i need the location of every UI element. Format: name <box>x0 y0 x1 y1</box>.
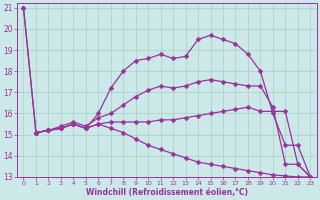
X-axis label: Windchill (Refroidissement éolien,°C): Windchill (Refroidissement éolien,°C) <box>86 188 248 197</box>
